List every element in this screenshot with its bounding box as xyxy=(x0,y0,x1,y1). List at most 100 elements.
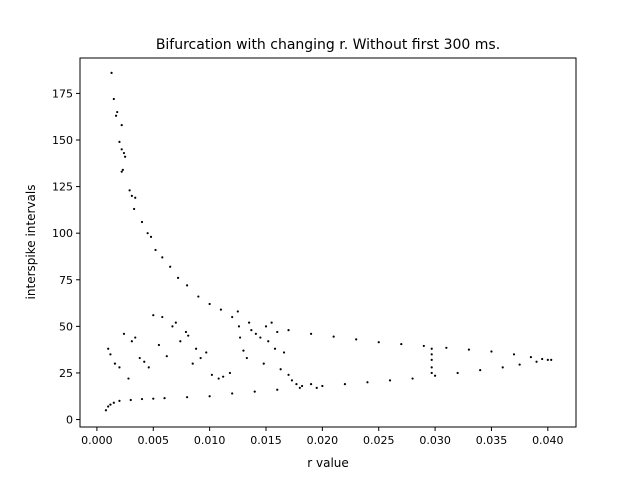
data-point xyxy=(276,330,279,334)
x-tick-label: 0.000 xyxy=(81,434,113,447)
data-point xyxy=(184,330,188,334)
data-point xyxy=(228,371,232,375)
data-point xyxy=(279,368,282,371)
data-point xyxy=(290,379,294,382)
data-point xyxy=(236,310,239,313)
y-tick-label: 0 xyxy=(66,414,73,427)
data-point xyxy=(430,366,433,369)
y-axis: 0 25 50 75 100 125 150 175 xyxy=(52,87,80,427)
data-point xyxy=(199,356,202,360)
y-tick-label: 175 xyxy=(52,87,73,100)
x-tick-label: 0.005 xyxy=(138,434,170,447)
data-point xyxy=(400,342,403,346)
data-point xyxy=(113,362,117,365)
data-point xyxy=(309,383,313,386)
data-point xyxy=(231,392,234,395)
data-point xyxy=(123,155,127,158)
data-point xyxy=(366,381,369,384)
chart-title: Bifurcation with changing r. Without fir… xyxy=(156,37,500,53)
data-point xyxy=(169,265,172,268)
data-point xyxy=(253,390,256,393)
data-point xyxy=(114,114,118,117)
data-point xyxy=(388,379,392,382)
data-point xyxy=(197,295,200,298)
x-tick-label: 0.035 xyxy=(476,434,508,447)
data-point xyxy=(411,377,414,380)
x-tick-label: 0.040 xyxy=(532,434,564,447)
data-point xyxy=(121,168,124,171)
data-point xyxy=(343,383,347,386)
data-point xyxy=(133,207,136,211)
data-point xyxy=(332,335,335,338)
y-tick-label: 25 xyxy=(59,367,73,380)
data-point xyxy=(146,232,149,235)
data-point xyxy=(130,340,133,343)
data-point xyxy=(109,403,112,406)
data-point xyxy=(295,383,298,386)
data-point xyxy=(157,343,161,347)
data-point xyxy=(120,170,123,173)
data-point xyxy=(165,355,168,358)
data-point xyxy=(208,302,211,306)
data-point xyxy=(541,357,544,361)
data-point xyxy=(287,328,290,332)
x-tick-label: 0.030 xyxy=(419,434,451,447)
data-point xyxy=(187,334,190,337)
x-tick-label: 0.015 xyxy=(250,434,282,447)
data-point xyxy=(109,353,112,356)
data-point xyxy=(118,399,121,403)
data-point xyxy=(535,360,538,363)
x-tick-label: 0.025 xyxy=(363,434,395,447)
data-point xyxy=(267,340,270,343)
data-points xyxy=(104,71,553,412)
y-tick-label: 75 xyxy=(59,274,73,287)
data-point xyxy=(107,347,110,350)
data-point xyxy=(264,325,268,328)
y-tick-label: 100 xyxy=(52,227,73,240)
data-point xyxy=(217,377,220,380)
data-point xyxy=(122,151,126,155)
data-point xyxy=(247,321,251,324)
data-point xyxy=(518,363,521,366)
data-point xyxy=(154,248,157,252)
data-point xyxy=(152,397,155,400)
data-point xyxy=(174,321,177,324)
data-point xyxy=(546,358,549,362)
data-point xyxy=(456,371,459,375)
x-tick-label: 0.020 xyxy=(307,434,339,447)
data-point xyxy=(377,341,380,344)
data-point xyxy=(163,397,166,400)
data-point xyxy=(179,340,182,343)
data-point xyxy=(122,332,126,335)
data-point xyxy=(259,336,262,339)
data-point xyxy=(152,314,155,317)
data-point xyxy=(242,349,245,352)
data-point xyxy=(254,332,257,335)
data-point xyxy=(112,401,115,404)
data-point xyxy=(118,140,121,143)
data-point xyxy=(210,373,213,376)
y-tick-label: 150 xyxy=(52,134,73,147)
x-axis: 0.000 0.005 0.010 0.015 0.020 0.025 0.030 0.035… xyxy=(81,427,564,447)
data-point xyxy=(231,315,234,319)
data-point xyxy=(321,384,324,388)
data-point xyxy=(118,366,121,369)
data-point xyxy=(134,336,137,339)
data-point xyxy=(445,346,448,349)
data-point xyxy=(120,123,123,127)
data-point xyxy=(237,325,241,328)
data-point xyxy=(309,332,313,335)
x-tick-label: 0.010 xyxy=(194,434,226,447)
data-point xyxy=(176,276,180,280)
plot-frame xyxy=(79,57,577,428)
data-point xyxy=(130,194,133,198)
data-point xyxy=(120,148,123,151)
data-point xyxy=(245,356,248,360)
y-tick-label: 50 xyxy=(59,320,73,333)
data-point xyxy=(149,235,153,239)
data-point xyxy=(129,398,132,402)
data-point xyxy=(282,351,286,354)
data-point xyxy=(134,196,137,199)
data-point xyxy=(107,405,110,408)
